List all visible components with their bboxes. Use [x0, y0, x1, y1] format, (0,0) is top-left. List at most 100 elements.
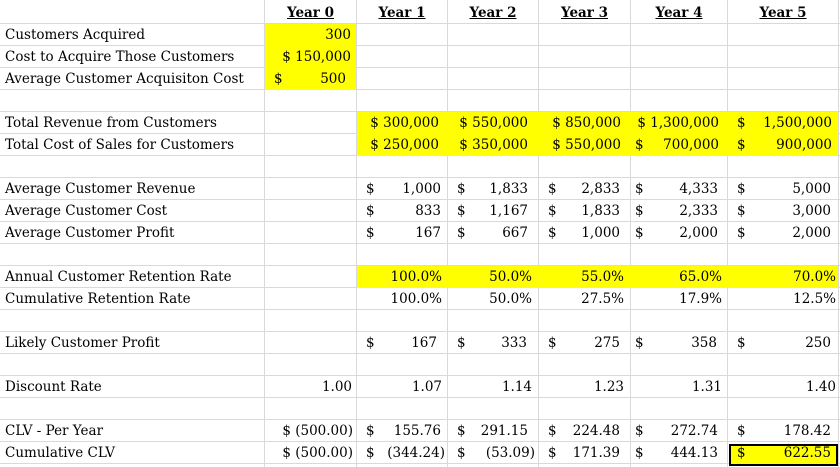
cell-clv-y5: 178.42: [783, 423, 831, 439]
currency-symbol: $: [457, 225, 466, 241]
header-year1: Year 1: [378, 5, 426, 21]
cell-customers-acquired[interactable]: 300: [325, 27, 351, 43]
cell-cum-clv-y1: (344.24): [387, 445, 445, 461]
cell-avg-cost-y4: 2,333: [679, 203, 718, 219]
currency-symbol: $: [737, 181, 746, 197]
cell-cum-retention-y4: 17.9%: [679, 291, 722, 307]
label-cumulative-clv: Cumulative CLV: [5, 445, 115, 461]
cell-likely-profit-y3: 275: [594, 335, 620, 351]
cell-likely-profit-y1: 167: [411, 335, 437, 351]
cell-clv-y0: $ (500.00): [282, 423, 353, 439]
cell-likely-profit-y2: 333: [501, 335, 527, 351]
currency-symbol: $: [366, 181, 375, 197]
cell-cost-to-acquire[interactable]: $ 150,000: [282, 49, 351, 65]
gridline: [538, 0, 539, 467]
cell-avg-acq-cost[interactable]: 500: [320, 71, 346, 87]
cell-avg-rev-y2: 1,833: [489, 181, 528, 197]
cell-cost-y3[interactable]: $ 550,000: [552, 137, 621, 153]
label-avg-customer-cost: Average Customer Cost: [5, 203, 168, 219]
cell-likely-profit-y5: 250: [805, 335, 831, 351]
cell-cum-clv-y2: (53.09): [485, 445, 535, 461]
currency-symbol: $: [737, 203, 746, 219]
cell-clv-y1: 155.76: [393, 423, 441, 439]
cell-cum-clv-y5[interactable]: 622.55: [783, 445, 831, 461]
label-discount-rate: Discount Rate: [5, 379, 102, 395]
cell-revenue-y2[interactable]: $ 550,000: [459, 115, 528, 131]
cell-cum-clv-y0: $ (500.00): [282, 445, 353, 461]
cell-retention-y1[interactable]: 100.0%: [390, 269, 442, 285]
cell-retention-y3[interactable]: 55.0%: [581, 269, 624, 285]
currency-symbol: $: [635, 181, 644, 197]
cell-discount-y0: 1.00: [321, 379, 352, 395]
header-year3: Year 3: [560, 5, 608, 21]
cell-avg-profit-y5: 2,000: [792, 225, 831, 241]
currency-symbol: $: [635, 335, 644, 351]
cell-cum-retention-y3: 27.5%: [581, 291, 624, 307]
cell-retention-y4[interactable]: 65.0%: [679, 269, 722, 285]
currency-symbol: $: [635, 225, 644, 241]
header-year0: Year 0: [286, 5, 334, 21]
gridline: [356, 0, 357, 467]
label-avg-customer-profit: Average Customer Profit: [5, 225, 175, 241]
cell-avg-cost-y2: 1,167: [489, 203, 528, 219]
cell-retention-y2[interactable]: 50.0%: [489, 269, 532, 285]
currency-symbol: $: [457, 335, 466, 351]
cell-retention-y5[interactable]: 70.0%: [793, 269, 836, 285]
cell-cost-y4[interactable]: 700,000: [663, 137, 719, 153]
cell-revenue-y5[interactable]: 1,500,000: [763, 115, 832, 131]
cell-avg-cost-y1: 833: [415, 203, 441, 219]
cell-discount-y1: 1.07: [411, 379, 442, 395]
header-year4: Year 4: [655, 5, 703, 21]
cell-clv-y4: 272.74: [670, 423, 718, 439]
cell-avg-acq-cost-symbol: $: [274, 71, 283, 87]
cell-discount-y5: 1.40: [805, 379, 836, 395]
cell-revenue-y4[interactable]: $ 1,300,000: [637, 115, 719, 131]
cell-discount-y4: 1.31: [691, 379, 722, 395]
currency-symbol: $: [737, 445, 746, 461]
currency-symbol: $: [548, 445, 557, 461]
cell-revenue-y3[interactable]: $ 850,000: [552, 115, 621, 131]
gridline: [447, 0, 448, 467]
cell-cum-clv-y3: 171.39: [572, 445, 620, 461]
currency-symbol: $: [548, 423, 557, 439]
cell-clv-y2: 291.15: [480, 423, 528, 439]
label-total-cost-of-sales: Total Cost of Sales for Customers: [5, 137, 235, 153]
currency-symbol: $: [635, 423, 644, 439]
currency-symbol: $: [737, 335, 746, 351]
label-likely-profit: Likely Customer Profit: [5, 335, 160, 351]
gridline: [264, 0, 265, 467]
currency-symbol: $: [548, 181, 557, 197]
currency-symbol: $: [457, 445, 466, 461]
label-customers-acquired: Customers Acquired: [5, 27, 146, 43]
cell-cum-retention-y2: 50.0%: [489, 291, 532, 307]
gridline: [630, 0, 631, 467]
currency-symbol: $: [737, 137, 746, 153]
cell-clv-y3: 224.48: [572, 423, 620, 439]
label-clv-per-year: CLV - Per Year: [5, 423, 104, 439]
cell-discount-y2: 1.14: [501, 379, 532, 395]
label-cost-to-acquire: Cost to Acquire Those Customers: [5, 49, 235, 65]
cell-cost-y5[interactable]: 900,000: [776, 137, 832, 153]
currency-symbol: $: [548, 203, 557, 219]
cell-revenue-y1[interactable]: $ 300,000: [370, 115, 439, 131]
highlight-year0-inputs: [265, 24, 356, 90]
currency-symbol: $: [548, 225, 557, 241]
label-annual-retention: Annual Customer Retention Rate: [5, 269, 232, 285]
cell-avg-rev-y3: 2,833: [581, 181, 620, 197]
currency-symbol: $: [635, 203, 644, 219]
currency-symbol: $: [366, 335, 375, 351]
currency-symbol: $: [457, 181, 466, 197]
cell-cost-y2[interactable]: $ 350,000: [459, 137, 528, 153]
cell-likely-profit-y4: 358: [691, 335, 717, 351]
currency-symbol: $: [366, 225, 375, 241]
cell-cost-y1[interactable]: $ 250,000: [370, 137, 439, 153]
gridline: [727, 0, 728, 467]
currency-symbol: $: [457, 423, 466, 439]
cell-cum-retention-y5: 12.5%: [793, 291, 836, 307]
currency-symbol: $: [737, 423, 746, 439]
currency-symbol: $: [737, 225, 746, 241]
currency-symbol: $: [457, 203, 466, 219]
cell-avg-profit-y3: 1,000: [581, 225, 620, 241]
cell-avg-profit-y1: 167: [415, 225, 441, 241]
